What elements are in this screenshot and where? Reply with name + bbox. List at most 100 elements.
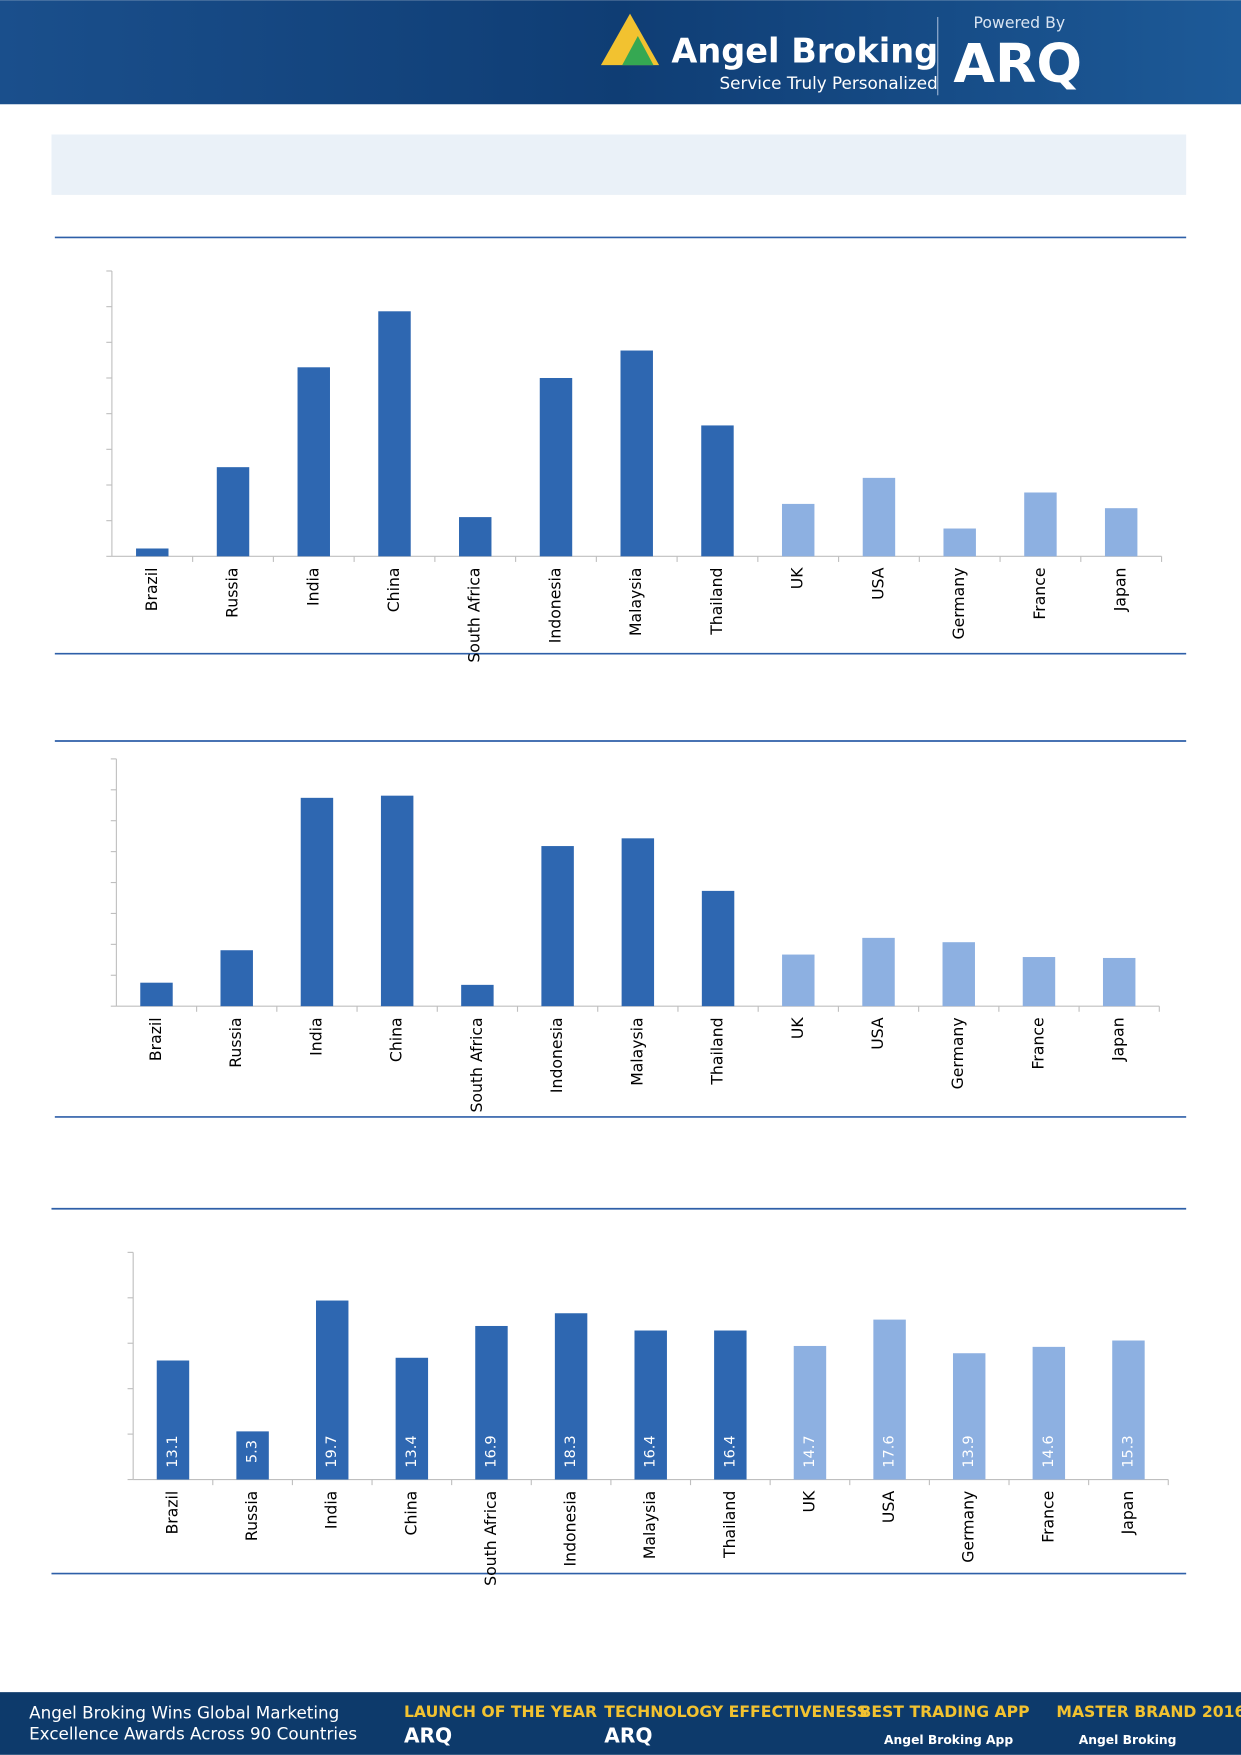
x-tick-label: Germany [959,1491,978,1563]
x-tick-label: Germany [948,1017,967,1089]
bar [862,937,895,1007]
data-label: 13.4 [404,1435,420,1467]
bar [1112,1340,1145,1480]
bar [862,477,896,557]
x-tick-label: USA [868,1017,887,1050]
data-label: 16.4 [643,1435,659,1467]
data-label: 19.7 [324,1435,340,1467]
x-tick-label: France [1038,1491,1057,1543]
bar [701,890,735,1007]
x-tick-label: Brazil [142,568,161,612]
award-title: BEST TRADING APP [859,1702,1029,1721]
bar [781,503,815,557]
x-tick-label: France [1030,568,1049,620]
x-tick-label: Malaysia [640,1491,659,1559]
data-label: 18.3 [563,1435,579,1467]
bar [793,1345,827,1480]
award-sub: Angel Broking App [884,1733,1013,1747]
bar [952,1353,986,1480]
x-tick-label: South Africa [481,1491,500,1586]
data-label: 13.9 [961,1435,977,1467]
bar [1032,1346,1066,1480]
x-tick-label: India [303,568,322,606]
footer-headline: Excellence Awards Across 90 Countries [29,1724,357,1744]
bar [541,846,574,1007]
award-sub: Angel Broking [1079,1733,1177,1747]
bar [1022,957,1056,1007]
bar [475,1325,508,1480]
data-label: 14.6 [1041,1435,1057,1467]
x-tick-label: Germany [949,568,968,640]
bar [1024,492,1057,557]
x-tick-label: Thailand [708,1017,727,1085]
x-tick-label: Brazil [146,1017,165,1061]
bar [380,795,414,1007]
bar [554,1313,588,1480]
bar [156,1360,190,1480]
bar [236,1431,269,1480]
award-title: TECHNOLOGY EFFECTIVENESS [604,1702,868,1721]
x-tick-label: India [306,1017,325,1055]
bar [701,425,734,557]
x-tick-label: India [322,1491,341,1529]
brand: Angel Broking [671,31,938,70]
data-label: 16.9 [483,1435,499,1467]
x-tick-label: Indonesia [547,1017,566,1093]
footer-headline: Angel Broking Wins Global Marketing [29,1702,339,1722]
bar [461,984,494,1007]
x-tick-label: Indonesia [561,1491,580,1567]
x-tick-label: South Africa [465,568,484,663]
bar [315,1300,349,1480]
bar [1102,957,1136,1007]
data-label: 5.3 [245,1440,261,1463]
x-tick-label: USA [879,1490,898,1523]
bar [136,548,169,557]
x-tick-label: Malaysia [626,568,645,636]
footer-banner [0,1692,1241,1755]
bar [216,467,250,557]
data-label: 13.1 [165,1435,181,1467]
x-tick-label: Russia [223,568,242,618]
x-tick-label: China [384,568,403,613]
x-tick-label: Russia [242,1491,261,1541]
bar [634,1330,667,1480]
x-tick-label: China [401,1491,420,1536]
awards: LAUNCH OF THE YEAR ARQ TECHNOLOGY EFFECT… [404,1702,1241,1748]
charts: Brazil Russia India China South Africa Indone… [106,270,1169,1586]
x-tick-label: UK [799,1490,818,1512]
x-tick-label: Thailand [720,1491,739,1559]
x-tick-label: Japan [1111,568,1130,613]
x-tick-label: UK [788,1017,807,1039]
bar [1104,508,1138,557]
bar [621,838,655,1007]
bar [459,517,492,557]
x-tick-label: UK [788,567,807,589]
x-tick-label: Japan [1118,1491,1137,1536]
product-logo: ARQ [953,32,1082,95]
x-tick-label: USA [868,567,887,600]
data-label: 14.7 [802,1435,818,1467]
x-tick-label: South Africa [467,1017,486,1112]
tagline: Service Truly Personalized [720,73,938,93]
bar [378,311,411,557]
x-tick-label: Thailand [707,568,726,636]
award-sub: ARQ [404,1723,452,1747]
data-label: 17.6 [882,1435,898,1467]
bar [873,1319,906,1480]
bar [714,1330,747,1480]
bar [220,950,253,1007]
x-tick-label: Brazil [162,1491,181,1535]
title-box [51,134,1187,195]
bar [395,1357,429,1480]
bar [140,982,173,1007]
x-tick-label: Japan [1109,1017,1128,1062]
award-title: LAUNCH OF THE YEAR [404,1702,597,1721]
data-label: 16.4 [722,1435,738,1467]
bar [782,954,815,1007]
award-sub: ARQ [604,1723,652,1747]
x-tick-label: China [387,1017,406,1062]
x-tick-label: Malaysia [627,1017,646,1085]
data-label: 15.3 [1120,1435,1136,1467]
